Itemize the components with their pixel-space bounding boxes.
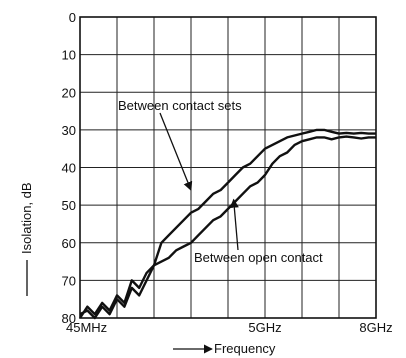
- annotation-open-contact-arrow: [229, 198, 239, 251]
- y-tick-label: 80: [62, 311, 76, 326]
- series-line-2: [78, 135, 376, 319]
- x-tick-label: 8GHz: [359, 320, 392, 335]
- y-tick-label: 40: [62, 161, 76, 176]
- y-axis-title: Isolation, dB: [19, 182, 34, 254]
- annotation-contact-sets-label: Between contact sets: [118, 98, 242, 113]
- x-tick-labels: 45MHz 5GHz 8GHz: [66, 320, 393, 335]
- annotation-open-contact-label: Between open contact: [194, 250, 323, 265]
- x-axis-title: Frequency: [214, 341, 276, 356]
- x-axis-title-group: Frequency: [173, 341, 276, 356]
- grid: [80, 17, 376, 318]
- y-tick-label: 60: [62, 236, 76, 251]
- series-line-1: [79, 128, 376, 320]
- y-tick-label: 0: [69, 10, 76, 25]
- series-layer: [78, 128, 376, 320]
- y-tick-label: 30: [62, 123, 76, 138]
- annotation-open-contact: Between open contact: [194, 198, 323, 265]
- annotation-contact-sets: Between contact sets: [118, 98, 242, 191]
- y-tick-label: 50: [62, 198, 76, 213]
- y-tick-label: 70: [62, 273, 76, 288]
- plot-frame: [79, 16, 377, 319]
- y-tick-label: 20: [62, 85, 76, 100]
- y-tick-label: 10: [62, 48, 76, 63]
- y-tick-labels: 0 10 20 30 40 50 60 70 80: [62, 10, 76, 326]
- x-tick-label: 45MHz: [66, 320, 107, 335]
- annotation-contact-sets-arrow: [159, 112, 193, 191]
- y-axis-title-group: Isolation, dB: [19, 182, 34, 296]
- x-tick-label: 5GHz: [248, 320, 281, 335]
